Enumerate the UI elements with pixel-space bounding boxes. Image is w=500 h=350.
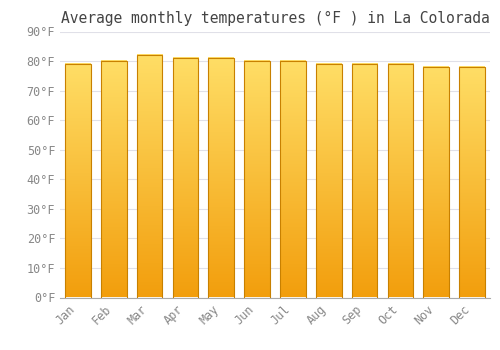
Bar [388, 64, 413, 298]
Bar [65, 64, 91, 298]
Bar [136, 55, 162, 298]
Title: Average monthly temperatures (°F ) in La Colorada: Average monthly temperatures (°F ) in La… [60, 11, 490, 26]
Bar [244, 61, 270, 297]
Bar [424, 67, 449, 298]
Bar [316, 64, 342, 298]
Bar [459, 67, 485, 298]
Bar [172, 58, 199, 298]
Bar [208, 58, 234, 298]
Bar [101, 61, 126, 297]
Bar [280, 61, 306, 297]
Bar [352, 64, 378, 298]
